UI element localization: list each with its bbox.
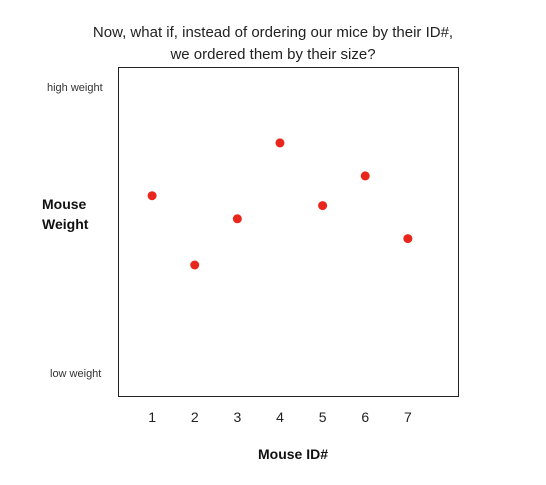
x-tick-label: 2	[191, 409, 199, 425]
y-axis-title-word: Mouse	[42, 196, 87, 212]
x-tick-label: 5	[319, 409, 327, 425]
title-line-1: Now, what if, instead of ordering our mi…	[92, 24, 454, 41]
data-point	[232, 214, 242, 224]
x-tick-label: 3	[233, 409, 241, 425]
data-point	[360, 171, 370, 181]
data-point	[275, 138, 285, 148]
chart-title: Now, what if, instead of ordering our mi…	[0, 22, 546, 66]
plot-area	[118, 67, 459, 397]
y-axis-low-label: low weight	[50, 368, 102, 380]
data-point	[147, 191, 157, 201]
x-tick-label: 6	[361, 409, 369, 425]
data-point	[190, 260, 200, 270]
x-tick-label: 1	[148, 409, 156, 425]
y-axis-title: Mouse Weight	[42, 194, 88, 234]
x-axis-title: Mouse ID#	[257, 446, 328, 462]
y-axis-title-text: Mouse Weight	[42, 196, 88, 232]
x-tick-label: 7	[404, 409, 412, 425]
data-points	[147, 138, 413, 270]
x-tick-label: 4	[276, 409, 284, 425]
y-axis-title-word: Weight	[42, 216, 89, 232]
data-point	[318, 201, 328, 211]
title-line-2: we ordered them by their size?	[170, 46, 376, 63]
x-tick-labels: 1 2 3 4 5 6 7	[148, 409, 412, 425]
y-axis-high-label: high weight	[47, 82, 103, 94]
data-point	[403, 234, 413, 244]
